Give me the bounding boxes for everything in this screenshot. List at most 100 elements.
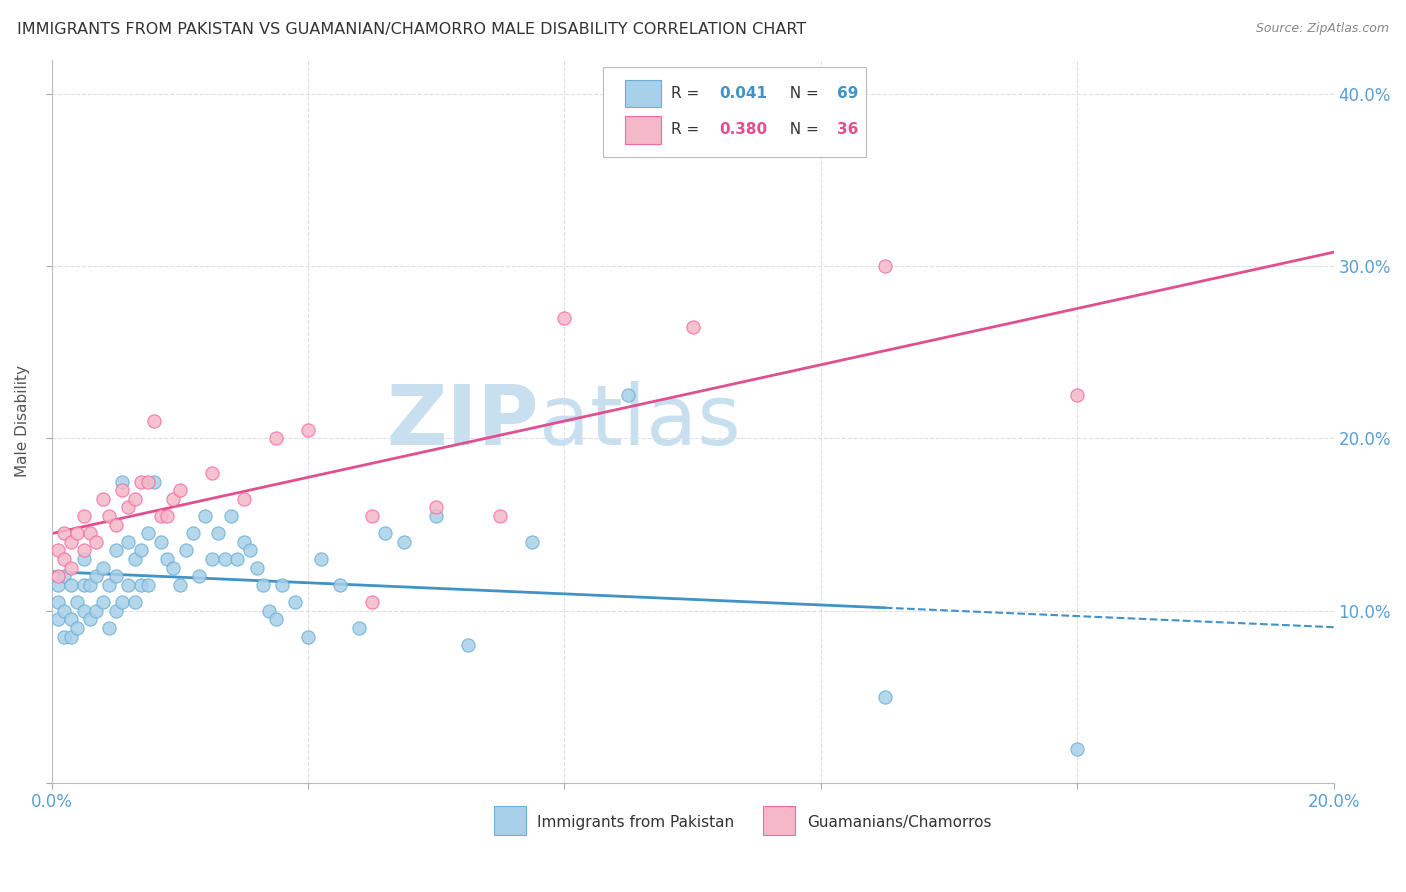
Point [91,560,114,574]
Point [53,526,76,541]
Point [104,569,127,583]
Point [86,534,108,549]
Point [143,414,166,428]
Point [232,534,254,549]
Point [91,595,114,609]
Point [682,319,704,334]
Point [111,483,134,498]
Point [489,508,512,523]
Point [136,526,159,541]
Point [79,612,101,626]
Point [873,690,896,704]
Y-axis label: Male Disability: Male Disability [15,365,30,477]
Point [111,475,134,489]
Point [53,552,76,566]
Point [617,388,640,402]
Point [59,578,82,592]
Text: 0.380: 0.380 [720,122,768,137]
Point [124,595,146,609]
Point [46,578,69,592]
Point [374,526,396,541]
Point [72,508,94,523]
Text: Source: ZipAtlas.com: Source: ZipAtlas.com [1256,22,1389,36]
Point [149,508,172,523]
Point [162,491,184,506]
Point [59,560,82,574]
Point [136,578,159,592]
Point [297,630,319,644]
Point [252,578,274,592]
Text: 36: 36 [838,122,859,137]
Point [143,475,166,489]
Point [361,595,384,609]
Point [91,491,114,506]
Point [425,500,447,515]
Text: 0.041: 0.041 [720,87,768,101]
Point [1066,388,1088,402]
Point [59,612,82,626]
Point [1066,741,1088,756]
Text: Immigrants from Pakistan: Immigrants from Pakistan [537,814,734,830]
Point [149,534,172,549]
Point [104,517,127,532]
Point [297,423,319,437]
Point [129,578,152,592]
Bar [624,116,661,144]
Point [72,543,94,558]
Point [425,508,447,523]
Point [392,534,415,549]
Point [156,508,179,523]
Point [46,569,69,583]
Point [207,526,229,541]
Point [873,260,896,274]
Point [72,552,94,566]
Point [72,604,94,618]
Point [174,543,197,558]
Point [239,543,262,558]
Point [264,612,287,626]
Point [457,638,479,652]
Point [59,630,82,644]
Point [284,595,307,609]
Point [188,569,211,583]
Point [104,604,127,618]
Text: R =: R = [671,122,704,137]
Point [46,595,69,609]
Text: IMMIGRANTS FROM PAKISTAN VS GUAMANIAN/CHAMORRO MALE DISABILITY CORRELATION CHART: IMMIGRANTS FROM PAKISTAN VS GUAMANIAN/CH… [17,22,806,37]
Point [46,612,69,626]
Bar [624,80,661,107]
Bar [494,806,526,835]
Point [361,508,384,523]
Bar [763,806,796,835]
Point [226,552,249,566]
Point [169,578,191,592]
FancyBboxPatch shape [603,67,866,157]
Point [66,526,89,541]
Text: N =: N = [780,87,824,101]
Point [98,508,121,523]
Point [111,595,134,609]
Point [117,500,139,515]
Point [98,578,121,592]
Point [522,534,544,549]
Point [129,543,152,558]
Text: atlas: atlas [538,381,741,462]
Point [53,630,76,644]
Point [86,604,108,618]
Text: ZIP: ZIP [387,381,538,462]
Point [136,475,159,489]
Point [117,534,139,549]
Point [349,621,371,635]
Point [46,543,69,558]
Point [246,560,269,574]
Point [201,466,224,480]
Text: 69: 69 [838,87,859,101]
Point [201,552,224,566]
Point [271,578,294,592]
Point [309,552,332,566]
Point [219,508,242,523]
Point [98,621,121,635]
Point [53,604,76,618]
Point [72,578,94,592]
Point [162,560,184,574]
